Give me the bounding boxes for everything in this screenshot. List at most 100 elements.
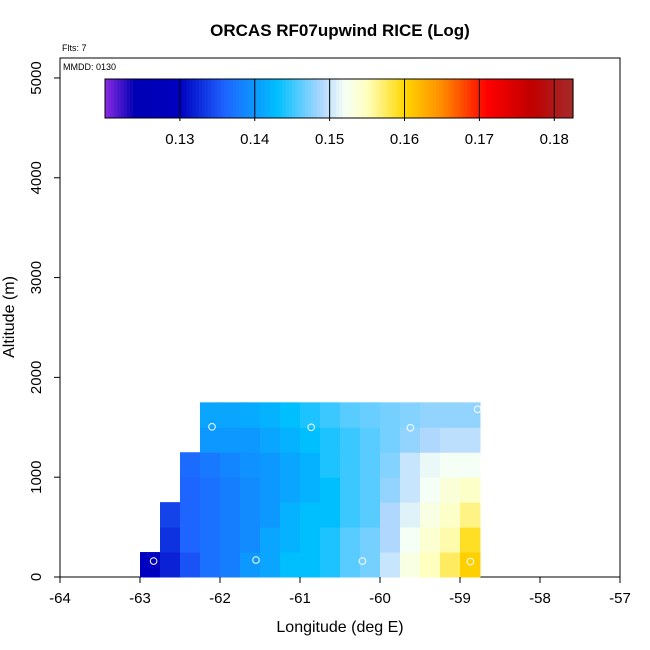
colorbar-swatch: [214, 79, 218, 118]
heatmap-cell: [180, 477, 201, 503]
colorbar-swatch: [164, 79, 168, 118]
heatmap-cell: [380, 427, 401, 453]
colorbar-swatch: [179, 79, 184, 118]
colorbar-swatch: [551, 79, 555, 118]
heatmap-cell: [300, 552, 321, 578]
colorbar-swatch: [257, 79, 262, 118]
colorbar-swatch: [173, 79, 178, 118]
y-tick-label: 2000: [28, 361, 45, 394]
heatmap-cell: [320, 527, 341, 553]
colorbar-swatch: [441, 79, 446, 118]
colorbar-swatch: [183, 79, 187, 118]
colorbar-swatch: [276, 79, 281, 118]
heatmap-cell: [380, 527, 401, 553]
colorbar-swatch: [463, 79, 468, 118]
colorbar-swatch: [538, 79, 543, 118]
colorbar-swatch: [142, 79, 147, 118]
colorbar-swatch: [388, 79, 393, 118]
heatmap-cell: [400, 452, 421, 478]
colorbar-swatch: [470, 79, 474, 118]
colorbar-swatch: [479, 79, 484, 118]
heatmap-cell: [380, 502, 401, 528]
colorbar-tick-label: 0.17: [465, 131, 494, 148]
heatmap-cell: [440, 502, 461, 528]
colorbar-swatch: [554, 79, 558, 118]
colorbar-swatch: [413, 79, 418, 118]
heatmap-cell: [220, 427, 241, 453]
flight-point-marker: [307, 423, 316, 432]
colorbar-tick-label: 0.15: [315, 131, 344, 148]
colorbar-swatch: [176, 79, 181, 118]
heatmap-cell: [240, 552, 261, 578]
colorbar-swatch: [120, 79, 125, 118]
colorbar-swatch: [373, 79, 378, 118]
heatmap-cell: [320, 427, 341, 453]
heatmap-cell: [460, 452, 481, 478]
heatmap-cell: [220, 402, 241, 428]
heatmap-cell: [400, 552, 421, 578]
heatmap-cell: [180, 527, 201, 553]
colorbar-swatch: [261, 79, 265, 118]
heatmap-cell: [200, 477, 221, 503]
heatmap-cell: [260, 527, 281, 553]
heatmap-cell: [400, 502, 421, 528]
heatmap-cell: [240, 452, 261, 478]
heatmap-cell: [200, 452, 221, 478]
heatmap-cell: [360, 527, 381, 553]
colorbar-swatch: [129, 79, 134, 118]
y-tick-label: 4000: [28, 161, 45, 194]
colorbar-swatch: [220, 79, 225, 118]
colorbar-swatch: [254, 79, 259, 118]
flight-point-marker: [252, 556, 260, 564]
flight-point-marker: [208, 422, 216, 431]
colorbar-tick-label: 0.13: [165, 131, 194, 148]
flights-note: Flts: 7: [62, 43, 87, 53]
colorbar-swatch: [526, 79, 530, 118]
colorbar-swatch: [544, 79, 549, 118]
colorbar-swatch: [123, 79, 128, 118]
heatmap-cell: [360, 477, 381, 503]
colorbar-swatch: [317, 79, 321, 118]
chart-title: ORCAS RF07upwind RICE (Log): [210, 21, 470, 40]
colorbar-swatch: [223, 79, 228, 118]
colorbar-swatch: [407, 79, 412, 118]
heatmap-cell: [440, 452, 461, 478]
colorbar-swatch: [335, 79, 340, 118]
x-axis: -64 -63 -62 -61 -60 -59 -58 -57: [49, 577, 631, 607]
colorbar-swatch: [529, 79, 534, 118]
heatmap-cell: [160, 502, 181, 528]
colorbar-swatch: [560, 79, 565, 118]
colorbar-tick-label: 0.14: [240, 131, 269, 148]
colorbar-swatch: [504, 79, 509, 118]
colorbar-swatch: [410, 79, 415, 118]
heatmap-cell: [460, 502, 481, 528]
heatmap-cell: [260, 502, 281, 528]
heatmap-cell: [380, 552, 401, 578]
colorbar-swatch: [204, 79, 209, 118]
heatmap-cell: [460, 527, 481, 553]
y-tick-label: 0: [28, 573, 45, 581]
colorbar-swatch: [491, 79, 496, 118]
heatmap-cell: [440, 552, 461, 578]
colorbar-swatch: [485, 79, 490, 118]
colorbar-swatch: [285, 79, 290, 118]
colorbar-swatch: [557, 79, 562, 118]
colorbar-swatch: [513, 79, 518, 118]
colorbar-swatch: [370, 79, 374, 118]
x-tick-label: -59: [449, 590, 471, 607]
colorbar-swatch: [192, 79, 197, 118]
colorbar-swatch: [548, 79, 552, 118]
colorbar-swatch: [566, 79, 571, 118]
heatmap-cell: [380, 452, 401, 478]
colorbar-swatch: [139, 79, 144, 118]
colorbar-swatch: [342, 79, 346, 118]
heatmap-cells: [140, 402, 481, 578]
heatmap-cell: [340, 402, 361, 428]
colorbar-swatch: [445, 79, 449, 118]
colorbar-swatch: [482, 79, 487, 118]
x-tick-label: -60: [369, 590, 391, 607]
heatmap-cell: [440, 427, 461, 453]
colorbar: 0.13 0.14 0.15 0.16 0.17 0.18: [104, 78, 574, 148]
colorbar-swatch: [117, 79, 122, 118]
colorbar-swatch: [310, 79, 315, 118]
